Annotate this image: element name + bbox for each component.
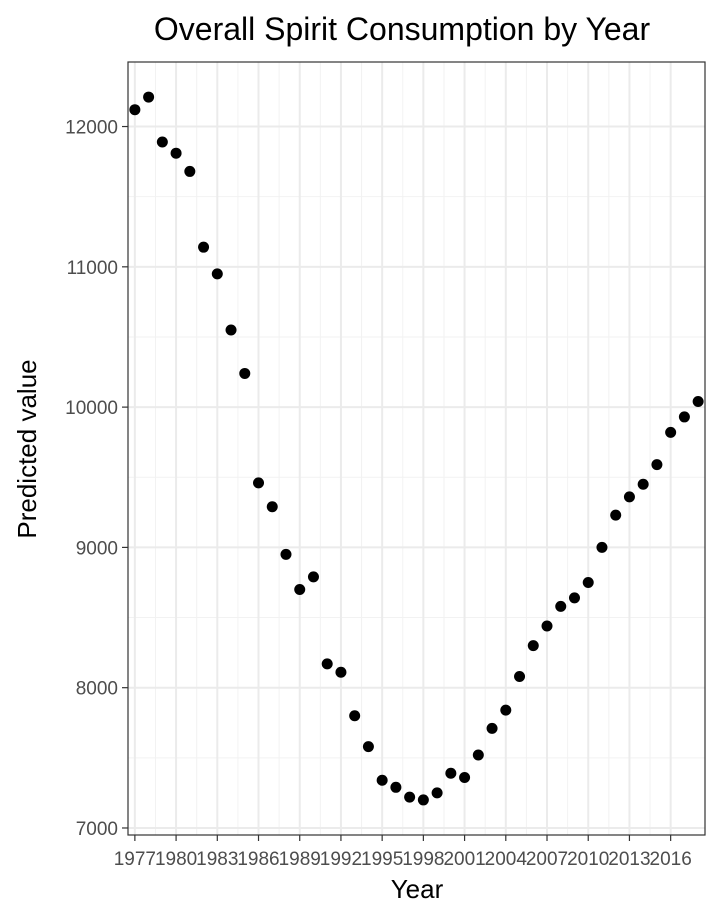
x-tick-label: 1989: [279, 849, 321, 870]
data-point: [596, 541, 608, 553]
data-point: [623, 491, 635, 503]
data-point: [445, 767, 457, 779]
data-point: [637, 478, 649, 490]
data-point: [184, 165, 196, 177]
x-tick-label: 1977: [114, 849, 156, 870]
data-point: [253, 477, 265, 489]
x-tick-label: 1992: [320, 849, 362, 870]
plot-panel-border: [127, 61, 706, 836]
data-point: [170, 147, 182, 159]
data-point: [527, 640, 539, 652]
data-point: [266, 501, 278, 513]
x-axis: 1977198019831986198919921995199820012004…: [114, 835, 692, 870]
y-tick-label: 8000: [76, 679, 118, 700]
data-point: [307, 571, 319, 583]
data-point: [651, 459, 663, 471]
data-point: [198, 241, 210, 253]
x-tick-label: 2004: [485, 849, 528, 870]
x-tick-label: 2010: [567, 849, 609, 870]
data-point: [225, 324, 237, 336]
data-point: [294, 583, 306, 595]
data-point: [555, 600, 567, 612]
data-point: [362, 741, 374, 753]
x-tick-label: 1980: [155, 849, 197, 870]
data-point: [321, 658, 333, 670]
x-tick-label: 1986: [237, 849, 279, 870]
data-point: [143, 91, 155, 103]
data-point: [665, 426, 677, 438]
x-tick-label: 2001: [443, 849, 485, 870]
data-point: [431, 787, 443, 799]
x-tick-label: 1998: [402, 849, 444, 870]
data-point: [280, 548, 292, 560]
data-point: [404, 791, 416, 803]
data-point: [459, 771, 471, 783]
data-point: [692, 396, 704, 408]
data-point: [211, 268, 223, 280]
data-point: [582, 576, 594, 588]
data-point: [156, 136, 168, 148]
x-tick-label: 2016: [650, 849, 692, 870]
y-tick-label: 12000: [65, 118, 118, 139]
data-point: [500, 704, 512, 716]
data-point: [390, 781, 402, 793]
x-tick-label: 2013: [608, 849, 650, 870]
x-axis-title: Year: [391, 874, 444, 904]
data-point: [335, 666, 347, 678]
grid-lines: [128, 62, 705, 835]
data-point: [349, 710, 361, 722]
data-point: [610, 509, 622, 521]
data-point: [376, 774, 388, 786]
x-tick-label: 1983: [196, 849, 238, 870]
data-point: [129, 104, 141, 116]
data-point: [239, 367, 251, 379]
data-points: [129, 91, 704, 806]
data-point: [417, 794, 429, 806]
data-point: [678, 411, 690, 423]
x-tick-label: 1995: [361, 849, 403, 870]
y-tick-label: 9000: [76, 538, 118, 559]
x-tick-label: 2007: [526, 849, 568, 870]
y-axis: 7000 8000 9000 10000 11000 12000: [65, 118, 128, 840]
data-point: [568, 592, 580, 604]
y-tick-label: 11000: [67, 258, 118, 279]
y-axis-title: Predicted value: [12, 359, 42, 538]
y-tick-label: 7000: [76, 819, 118, 840]
data-point: [486, 722, 498, 734]
data-point: [514, 670, 526, 682]
y-tick-label: 10000: [65, 398, 118, 419]
data-point: [472, 749, 484, 761]
data-point: [541, 620, 553, 632]
chart-title: Overall Spirit Consumption by Year: [154, 11, 651, 47]
